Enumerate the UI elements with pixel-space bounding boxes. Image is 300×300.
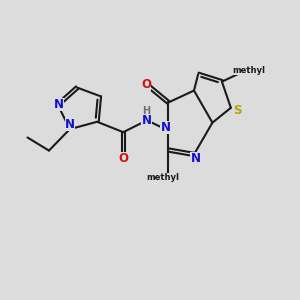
Text: methyl: methyl xyxy=(232,66,265,75)
Text: O: O xyxy=(118,152,128,165)
Text: N: N xyxy=(54,98,64,111)
Text: N: N xyxy=(190,152,200,165)
Text: methyl: methyl xyxy=(146,173,179,182)
Text: O: O xyxy=(141,78,151,91)
Text: N: N xyxy=(65,118,75,131)
Text: H: H xyxy=(142,106,151,116)
Text: N: N xyxy=(141,114,152,127)
Text: N: N xyxy=(160,121,170,134)
Text: S: S xyxy=(233,104,242,117)
